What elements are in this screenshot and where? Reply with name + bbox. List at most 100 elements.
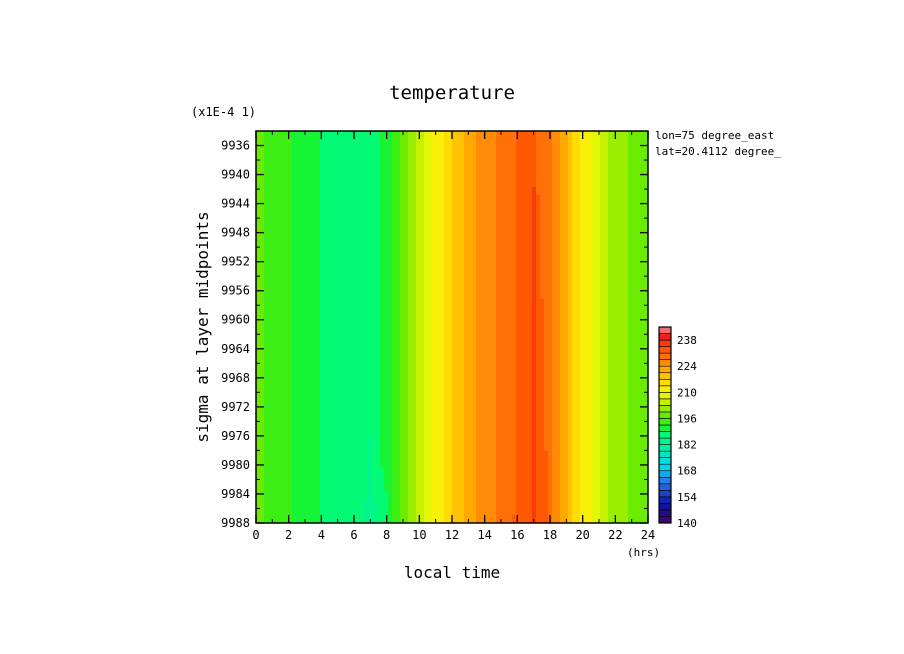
heatmap-cell bbox=[464, 131, 469, 140]
heatmap-cell bbox=[284, 179, 289, 188]
heatmap-cell bbox=[476, 163, 481, 172]
heatmap-cell bbox=[300, 139, 305, 148]
heatmap-cell bbox=[300, 211, 305, 220]
heatmap-cell bbox=[532, 139, 537, 148]
heatmap-cell bbox=[508, 131, 513, 140]
heatmap-cell bbox=[256, 195, 261, 204]
heatmap-cell bbox=[620, 411, 625, 420]
heatmap-cell bbox=[576, 275, 581, 284]
heatmap-cell bbox=[380, 187, 385, 196]
heatmap-cell bbox=[568, 155, 573, 164]
heatmap-cell bbox=[468, 283, 473, 292]
heatmap-cell bbox=[380, 467, 385, 476]
heatmap-cell bbox=[312, 203, 317, 212]
heatmap-cell bbox=[592, 291, 597, 300]
heatmap-cell bbox=[300, 355, 305, 364]
heatmap-cell bbox=[340, 515, 345, 523]
heatmap-cell bbox=[600, 339, 605, 348]
heatmap-cell bbox=[616, 139, 621, 148]
heatmap-cell bbox=[636, 435, 641, 444]
heatmap-cell bbox=[316, 339, 321, 348]
heatmap-cell bbox=[556, 419, 561, 428]
heatmap-cell bbox=[464, 435, 469, 444]
heatmap-cell bbox=[256, 291, 261, 300]
heatmap-cell bbox=[600, 379, 605, 388]
heatmap-cell bbox=[564, 459, 569, 468]
heatmap-cell bbox=[360, 315, 365, 324]
heatmap-cell bbox=[492, 475, 497, 484]
heatmap-cell bbox=[548, 291, 553, 300]
heatmap-cell bbox=[296, 219, 301, 228]
heatmap-cell bbox=[632, 283, 637, 292]
heatmap-cell bbox=[328, 443, 333, 452]
heatmap-cell bbox=[344, 339, 349, 348]
heatmap-cell bbox=[628, 291, 633, 300]
heatmap-cell bbox=[512, 459, 517, 468]
heatmap-cell bbox=[580, 379, 585, 388]
heatmap-cell bbox=[316, 459, 321, 468]
heatmap-cell bbox=[616, 323, 621, 332]
heatmap-cell bbox=[480, 235, 485, 244]
heatmap-cell bbox=[576, 315, 581, 324]
heatmap-cell bbox=[584, 491, 589, 500]
heatmap-cell bbox=[556, 315, 561, 324]
heatmap-cell bbox=[572, 307, 577, 316]
heatmap-cell bbox=[484, 491, 489, 500]
heatmap-cell bbox=[440, 387, 445, 396]
heatmap-cell bbox=[608, 443, 613, 452]
heatmap-cell bbox=[544, 227, 549, 236]
heatmap-cell bbox=[484, 507, 489, 516]
heatmap-cell bbox=[320, 395, 325, 404]
heatmap-cell bbox=[468, 467, 473, 476]
heatmap-cell bbox=[428, 419, 433, 428]
heatmap-cell bbox=[556, 251, 561, 260]
heatmap-cell bbox=[364, 435, 369, 444]
heatmap-cell bbox=[272, 355, 277, 364]
heatmap-cell bbox=[584, 419, 589, 428]
heatmap-cell bbox=[328, 267, 333, 276]
heatmap-cell bbox=[424, 379, 429, 388]
heatmap-cell bbox=[488, 355, 493, 364]
heatmap-cell bbox=[408, 299, 413, 308]
heatmap-cell bbox=[332, 347, 337, 356]
heatmap-cell bbox=[320, 307, 325, 316]
heatmap-cell bbox=[320, 515, 325, 523]
heatmap-cell bbox=[292, 443, 297, 452]
heatmap-cell bbox=[604, 483, 609, 492]
heatmap-cell bbox=[556, 243, 561, 252]
heatmap-cell bbox=[504, 347, 509, 356]
heatmap-cell bbox=[396, 259, 401, 268]
heatmap-cell bbox=[320, 211, 325, 220]
heatmap-cell bbox=[384, 283, 389, 292]
heatmap-cell bbox=[576, 459, 581, 468]
heatmap-cell bbox=[260, 371, 265, 380]
heatmap-cell bbox=[620, 155, 625, 164]
heatmap-cell bbox=[500, 339, 505, 348]
heatmap-cell bbox=[628, 219, 633, 228]
heatmap-cell bbox=[596, 155, 601, 164]
heatmap-cell bbox=[536, 139, 541, 148]
heatmap-cell bbox=[544, 267, 549, 276]
heatmap-cell bbox=[616, 395, 621, 404]
heatmap-cell bbox=[468, 475, 473, 484]
heatmap-cell bbox=[396, 507, 401, 516]
heatmap-cell bbox=[320, 475, 325, 484]
heatmap-cell bbox=[284, 307, 289, 316]
heatmap-cell bbox=[524, 259, 529, 268]
heatmap-cell bbox=[396, 283, 401, 292]
heatmap-cell bbox=[292, 267, 297, 276]
heatmap-cell bbox=[276, 283, 281, 292]
heatmap-cell bbox=[424, 155, 429, 164]
heatmap-cell bbox=[456, 259, 461, 268]
heatmap-cell bbox=[460, 419, 465, 428]
heatmap-cell bbox=[336, 195, 341, 204]
heatmap-cell bbox=[464, 499, 469, 508]
heatmap-cell bbox=[568, 163, 573, 172]
heatmap-cell bbox=[408, 475, 413, 484]
heatmap-cell bbox=[336, 307, 341, 316]
heatmap-cell bbox=[368, 155, 373, 164]
heatmap-cell bbox=[552, 235, 557, 244]
heatmap-cell bbox=[600, 515, 605, 523]
heatmap-cell bbox=[260, 347, 265, 356]
heatmap-cell bbox=[364, 179, 369, 188]
